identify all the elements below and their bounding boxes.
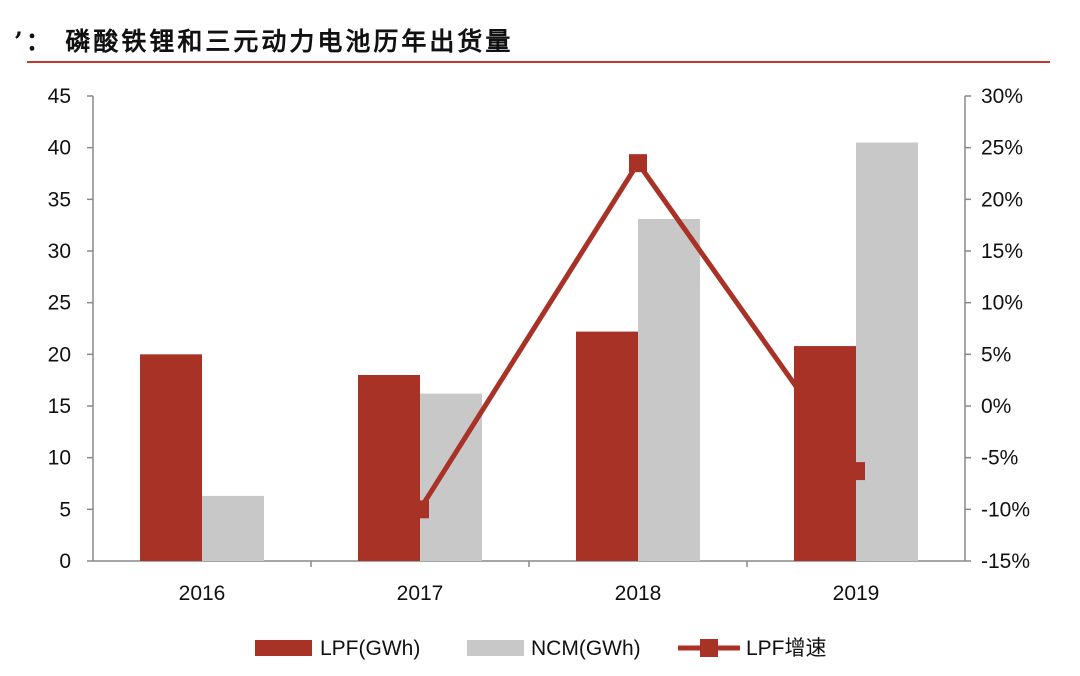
x-tick-label: 2018 bbox=[615, 582, 662, 605]
y-right-tick-label: 15% bbox=[981, 240, 1023, 263]
y-right-tick-label: -10% bbox=[981, 498, 1030, 521]
bar-lpf-2019 bbox=[794, 346, 856, 561]
y-left-tick-label: 45 bbox=[48, 85, 71, 108]
y-left-tick-label: 15 bbox=[48, 395, 71, 418]
legend-growth-label: LPF增速 bbox=[746, 637, 827, 660]
legend-lpf-label: LPF(GWh) bbox=[320, 637, 420, 660]
y-right-tick-label: 25% bbox=[981, 137, 1023, 160]
bar-ncm-2016 bbox=[202, 495, 264, 561]
growth-point-2017 bbox=[411, 500, 429, 519]
y-right-tick-label: 20% bbox=[981, 188, 1023, 211]
y-left-tick-label: 5 bbox=[59, 498, 71, 521]
y-right-tick-label: -15% bbox=[981, 550, 1030, 573]
legend-ncm-swatch bbox=[467, 640, 524, 656]
x-tick-label: 2017 bbox=[397, 582, 444, 605]
y-left-tick-label: 25 bbox=[48, 292, 71, 315]
y-right-tick-label: 5% bbox=[981, 343, 1011, 366]
y-left-tick-label: 40 bbox=[48, 137, 71, 160]
bar-ncm-2018 bbox=[638, 218, 700, 561]
y-left-tick-label: 10 bbox=[48, 447, 71, 470]
y-right-tick-label: -5% bbox=[981, 447, 1018, 470]
legend-growth-marker bbox=[700, 639, 718, 657]
y-right-tick-label: 0% bbox=[981, 395, 1011, 418]
x-tick-label: 2016 bbox=[179, 582, 226, 605]
bar-lpf-2018 bbox=[576, 331, 638, 561]
y-left-tick-label: 0 bbox=[59, 550, 71, 573]
y-left-tick-label: 35 bbox=[48, 188, 71, 211]
growth-point-2018 bbox=[629, 154, 647, 173]
bar-ncm-2019 bbox=[856, 142, 918, 561]
chart-title: ’： 磷酸铁锂和三元动力电池历年出货量 bbox=[14, 27, 514, 56]
bar-ncm-2017 bbox=[420, 393, 482, 561]
y-right-tick-label: 10% bbox=[981, 292, 1023, 315]
y-left-tick-label: 30 bbox=[48, 240, 71, 263]
bar-lpf-2017 bbox=[358, 375, 420, 561]
growth-point-2019 bbox=[847, 462, 865, 481]
y-left-tick-label: 20 bbox=[48, 343, 71, 366]
legend-lpf-swatch bbox=[255, 640, 312, 656]
y-right-tick-label: 30% bbox=[981, 85, 1023, 108]
bar-lpf-2016 bbox=[140, 354, 202, 561]
legend-ncm-label: NCM(GWh) bbox=[531, 637, 641, 660]
title-divider bbox=[27, 61, 1050, 63]
x-tick-label: 2019 bbox=[833, 582, 880, 605]
